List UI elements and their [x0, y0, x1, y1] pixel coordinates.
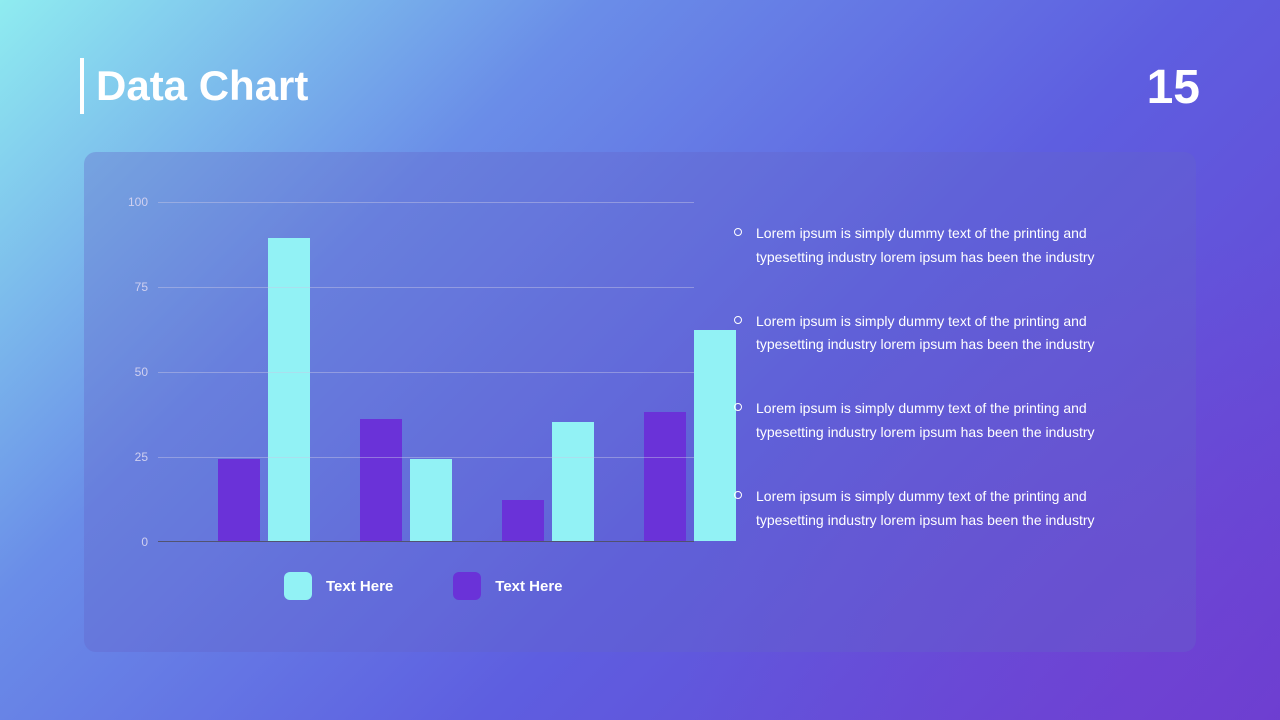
- chart-y-tick-label: 75: [118, 280, 148, 294]
- chart-bar: [360, 419, 402, 541]
- chart-bar: [218, 459, 260, 541]
- title-wrap: Data Chart: [80, 58, 308, 114]
- bullet-item: Lorem ipsum is simply dummy text of the …: [734, 485, 1156, 533]
- bullet-text: Lorem ipsum is simply dummy text of the …: [756, 485, 1156, 533]
- chart-gridline: [158, 457, 694, 458]
- bullet-text: Lorem ipsum is simply dummy text of the …: [756, 397, 1156, 445]
- chart-bar: [268, 238, 310, 541]
- legend-swatch: [453, 572, 481, 600]
- legend-item: Text Here: [284, 572, 393, 600]
- legend-label: Text Here: [495, 578, 562, 595]
- bullet-item: Lorem ipsum is simply dummy text of the …: [734, 222, 1156, 270]
- chart-bar: [552, 422, 594, 541]
- bullet-item: Lorem ipsum is simply dummy text of the …: [734, 310, 1156, 358]
- slide: Data Chart 15 0255075100 Text HereText H…: [0, 0, 1280, 720]
- chart-legend: Text Here Text Here: [284, 572, 563, 600]
- bullet-marker-icon: [734, 228, 742, 236]
- chart-gridline: [158, 202, 694, 203]
- legend-item: Text Here: [453, 572, 562, 600]
- chart-y-tick-label: 50: [118, 365, 148, 379]
- chart-bar: [502, 500, 544, 541]
- chart-y-tick-label: 100: [118, 195, 148, 209]
- chart-gridline: [158, 287, 694, 288]
- bullet-marker-icon: [734, 491, 742, 499]
- bullet-list: Lorem ipsum is simply dummy text of the …: [734, 222, 1156, 532]
- slide-title: Data Chart: [96, 62, 308, 110]
- chart-y-tick-label: 0: [118, 535, 148, 549]
- title-accent-bar: [80, 58, 84, 114]
- content-panel: 0 25 50 75 100 Text Here Text Here Lorem ipsu…: [84, 152, 1196, 652]
- chart-bar: [644, 412, 686, 541]
- bar-chart: 0255075100: [114, 202, 694, 542]
- bullet-text: Lorem ipsum is simply dummy text of the …: [756, 310, 1156, 358]
- legend-swatch: [284, 572, 312, 600]
- bullet-text: Lorem ipsum is simply dummy text of the …: [756, 222, 1156, 270]
- legend-label: Text Here: [326, 578, 393, 595]
- bullet-marker-icon: [734, 403, 742, 411]
- page-number: 15: [1147, 60, 1200, 115]
- chart-gridline: [158, 372, 694, 373]
- chart-bar: [410, 459, 452, 541]
- bullet-marker-icon: [734, 316, 742, 324]
- chart-y-tick-label: 25: [118, 450, 148, 464]
- chart-x-axis: [158, 541, 694, 542]
- chart-bar: [694, 330, 736, 541]
- bullet-item: Lorem ipsum is simply dummy text of the …: [734, 397, 1156, 445]
